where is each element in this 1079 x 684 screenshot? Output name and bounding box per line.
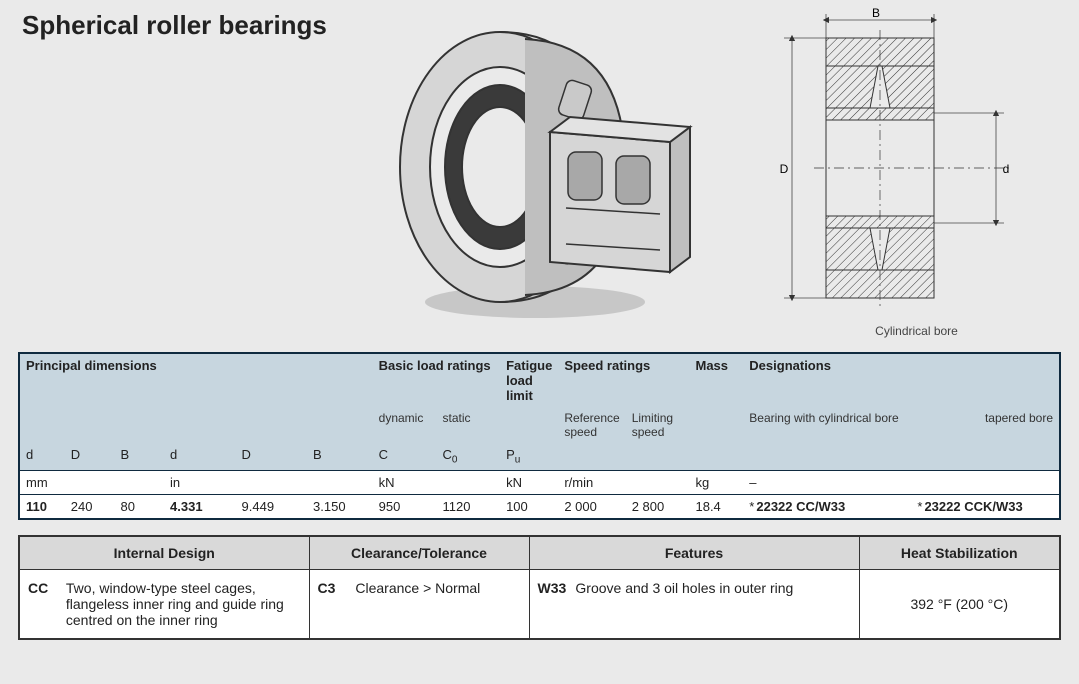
table-row: 110 240 80 4.331 9.449 3.150 950 1120 10… bbox=[19, 494, 1060, 519]
tech-drawing-caption: Cylindrical bore bbox=[875, 324, 958, 338]
hdr-internal: Internal Design bbox=[19, 536, 309, 570]
feature-table: Internal Design Clearance/Tolerance Feat… bbox=[18, 535, 1061, 640]
dim-label-B: B bbox=[872, 8, 880, 20]
bearing-illustration bbox=[370, 12, 700, 332]
col-principal: Principal dimensions bbox=[19, 353, 373, 407]
hdr-clearance: Clearance/Tolerance bbox=[309, 536, 529, 570]
hdr-heat: Heat Stabilization bbox=[859, 536, 1060, 570]
hdr-features: Features bbox=[529, 536, 859, 570]
col-speed: Speed ratings bbox=[558, 353, 689, 407]
col-mass: Mass bbox=[689, 353, 743, 407]
dim-label-D: D bbox=[780, 162, 789, 176]
technical-drawing: B D d Cylindrical bore bbox=[774, 8, 1059, 338]
col-basic-load: Basic load ratings bbox=[373, 353, 500, 407]
col-designations: Designations bbox=[743, 353, 1060, 407]
dim-label-d: d bbox=[1003, 162, 1010, 176]
page-title: Spherical roller bearings bbox=[22, 10, 327, 41]
col-fatigue: Fatigue load limit bbox=[500, 353, 558, 407]
spec-table: Principal dimensions Basic load ratings … bbox=[18, 352, 1061, 520]
